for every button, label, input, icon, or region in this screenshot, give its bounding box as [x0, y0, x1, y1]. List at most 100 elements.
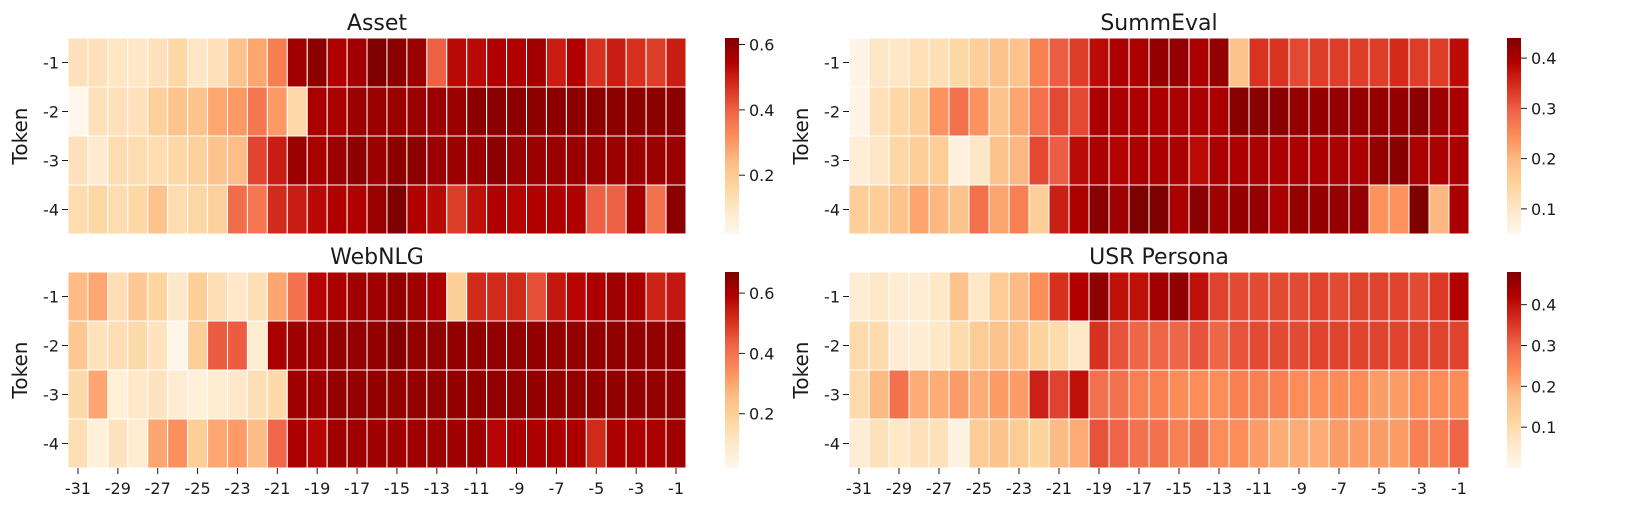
heatmap-cell: [346, 86, 368, 137]
heatmap-cell: [1188, 369, 1210, 420]
heatmap-cell: [326, 271, 348, 322]
heatmap-cell: [565, 86, 587, 137]
colorbar-gradient: [1507, 38, 1521, 234]
heatmap-cell: [147, 135, 169, 186]
heatmap-cell: [226, 418, 248, 469]
heatmap-cell: [1168, 184, 1190, 235]
heatmap-cell: [406, 86, 428, 137]
heatmap-cell: [1028, 184, 1050, 235]
heatmap-cell: [466, 369, 488, 420]
y-tick-label: -2: [43, 337, 59, 356]
heatmap-cell: [1108, 37, 1130, 88]
heatmap-cell: [306, 320, 328, 371]
heatmap-cell: [1328, 418, 1350, 469]
y-ticks: -1 -2 -3 -4: [824, 288, 849, 454]
heatmap-cell: [868, 271, 890, 322]
heatmap-cell: [848, 369, 870, 420]
y-axis-label: Token: [8, 108, 32, 166]
heatmap-cell: [1448, 184, 1470, 235]
x-tick-label: -11: [464, 479, 490, 498]
heatmap-cell: [386, 135, 408, 186]
heatmap-cell: [948, 320, 970, 371]
heatmap-cell: [565, 418, 587, 469]
heatmap-cell: [526, 369, 547, 420]
heatmap-cell: [1428, 184, 1450, 235]
heatmap-cell: [366, 418, 388, 469]
heatmap-cell: [1148, 418, 1170, 469]
heatmap-cell: [1248, 271, 1270, 322]
heatmap-cell: [506, 184, 528, 235]
heatmap-cell: [645, 369, 667, 420]
heatmap-cell: [1308, 135, 1330, 186]
heatmap-cell: [187, 369, 209, 420]
heatmap-cell: [366, 135, 388, 186]
heatmap-cell: [1308, 418, 1330, 469]
heatmap-cell: [127, 37, 149, 88]
heatmap-cell: [1048, 184, 1070, 235]
heatmap-cell: [386, 418, 408, 469]
heatmap-cell: [526, 320, 547, 371]
heatmap-cell: [406, 369, 428, 420]
heatmap-cell: [187, 37, 209, 88]
y-tick-label: -4: [824, 435, 840, 454]
heatmap-cell: [386, 271, 408, 322]
colorbar-tick-label: 0.3: [1531, 99, 1556, 118]
heatmap-cell: [446, 86, 468, 137]
heatmap-cell: [1268, 86, 1290, 137]
heatmap-cell: [585, 271, 607, 322]
x-tick-label: -25: [185, 479, 211, 498]
heatmap-cell: [645, 86, 667, 137]
heatmap-cell: [1228, 86, 1250, 137]
heatmap-cell: [366, 184, 388, 235]
heatmap-cell: [1188, 184, 1210, 235]
heatmap-cell: [1408, 418, 1430, 469]
heatmap-cell: [1288, 271, 1310, 322]
heatmap-cell: [1408, 184, 1430, 235]
heatmap-cell: [1268, 369, 1290, 420]
x-tick-label: -3: [628, 479, 644, 498]
heatmap-cell: [1228, 320, 1250, 371]
heatmap-cell: [426, 369, 448, 420]
heatmap-cell: [127, 86, 149, 137]
heatmap-cell: [565, 184, 587, 235]
heatmap-cell: [486, 418, 508, 469]
x-tick-label: -9: [509, 479, 525, 498]
heatmap-cell: [326, 135, 348, 186]
heatmap-cell: [908, 369, 930, 420]
y-tick-label: -3: [43, 152, 59, 171]
heatmap-cell: [1368, 184, 1390, 235]
heatmap-cell: [346, 418, 368, 469]
heatmap-cell: [1008, 369, 1030, 420]
heatmap-cell: [326, 184, 348, 235]
heatmap-cell: [306, 418, 328, 469]
heatmap-cell: [426, 37, 448, 88]
heatmap-cell: [1308, 86, 1330, 137]
y-tick-label: -2: [43, 103, 59, 122]
heatmap-cell: [988, 320, 1010, 371]
heatmap-cell: [908, 184, 930, 235]
heatmap-cell: [346, 37, 368, 88]
heatmap-cell: [1188, 86, 1210, 137]
heatmap-cell: [526, 135, 547, 186]
heatmap-cell: [1008, 418, 1030, 469]
heatmap-cell: [446, 37, 468, 88]
heatmap-cell: [1208, 37, 1230, 88]
heatmap-cell: [645, 135, 667, 186]
heatmap-cell: [1148, 271, 1170, 322]
heatmap-cell: [1148, 369, 1170, 420]
heatmap-cell: [1268, 271, 1290, 322]
heatmap-cell: [286, 418, 308, 469]
heatmap-cell: [988, 37, 1010, 88]
heatmap-cell: [346, 135, 368, 186]
heatmap-cell: [888, 37, 910, 88]
colorbar-tick-label: 0.4: [1531, 296, 1556, 315]
heatmap-cell: [848, 37, 870, 88]
heatmap-cell: [1128, 184, 1150, 235]
heatmap-cell: [1168, 418, 1190, 469]
heatmap-cell: [1228, 418, 1250, 469]
x-tick-label: -19: [304, 479, 330, 498]
x-tick-label: -13: [424, 479, 450, 498]
heatmap-cell: [1208, 369, 1230, 420]
heatmap-cell: [1268, 418, 1290, 469]
heatmap-cell: [127, 184, 149, 235]
